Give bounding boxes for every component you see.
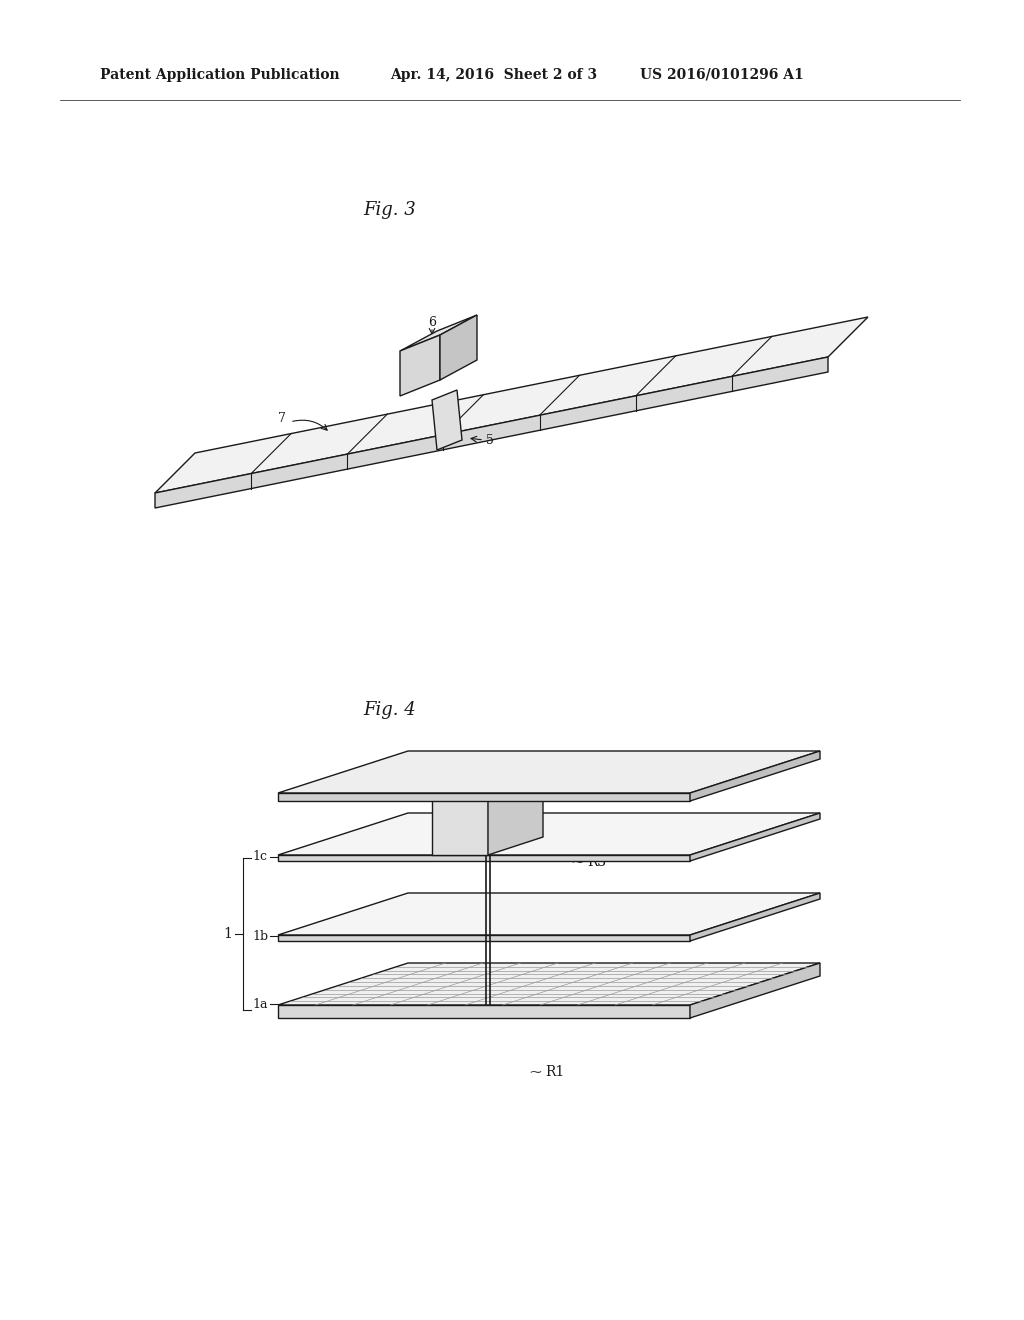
Polygon shape — [400, 335, 440, 396]
Text: 6: 6 — [428, 317, 436, 330]
Text: Patent Application Publication: Patent Application Publication — [100, 69, 340, 82]
Polygon shape — [155, 317, 868, 492]
Polygon shape — [432, 752, 543, 770]
Polygon shape — [440, 315, 477, 380]
Polygon shape — [278, 793, 690, 801]
Text: 5: 5 — [486, 433, 494, 446]
Text: R2: R2 — [585, 900, 604, 913]
Text: Fig. 4: Fig. 4 — [364, 701, 417, 719]
Text: 1a: 1a — [252, 998, 267, 1011]
Polygon shape — [690, 751, 820, 801]
Polygon shape — [278, 935, 690, 941]
Polygon shape — [278, 964, 820, 1005]
Polygon shape — [690, 894, 820, 941]
Text: 7: 7 — [279, 412, 286, 425]
Text: US 2016/0101296 A1: US 2016/0101296 A1 — [640, 69, 804, 82]
Text: R1: R1 — [545, 1065, 564, 1078]
Text: ~: ~ — [548, 754, 562, 771]
Text: Fig. 3: Fig. 3 — [364, 201, 417, 219]
Polygon shape — [432, 770, 488, 855]
Polygon shape — [278, 1005, 690, 1018]
Text: ~: ~ — [570, 854, 584, 870]
Text: 1c: 1c — [252, 850, 267, 862]
Text: ~: ~ — [528, 1064, 542, 1081]
Polygon shape — [278, 894, 820, 935]
Polygon shape — [278, 855, 690, 861]
Text: 1b: 1b — [252, 929, 268, 942]
Text: R4: R4 — [565, 755, 585, 770]
Polygon shape — [278, 751, 820, 793]
Polygon shape — [690, 964, 820, 1018]
Polygon shape — [690, 813, 820, 861]
Text: 1: 1 — [223, 927, 232, 941]
Polygon shape — [278, 813, 820, 855]
Text: R3: R3 — [587, 855, 606, 869]
Polygon shape — [488, 752, 543, 855]
Polygon shape — [400, 315, 477, 351]
Text: Apr. 14, 2016  Sheet 2 of 3: Apr. 14, 2016 Sheet 2 of 3 — [390, 69, 597, 82]
Polygon shape — [432, 389, 462, 450]
Polygon shape — [155, 356, 828, 508]
